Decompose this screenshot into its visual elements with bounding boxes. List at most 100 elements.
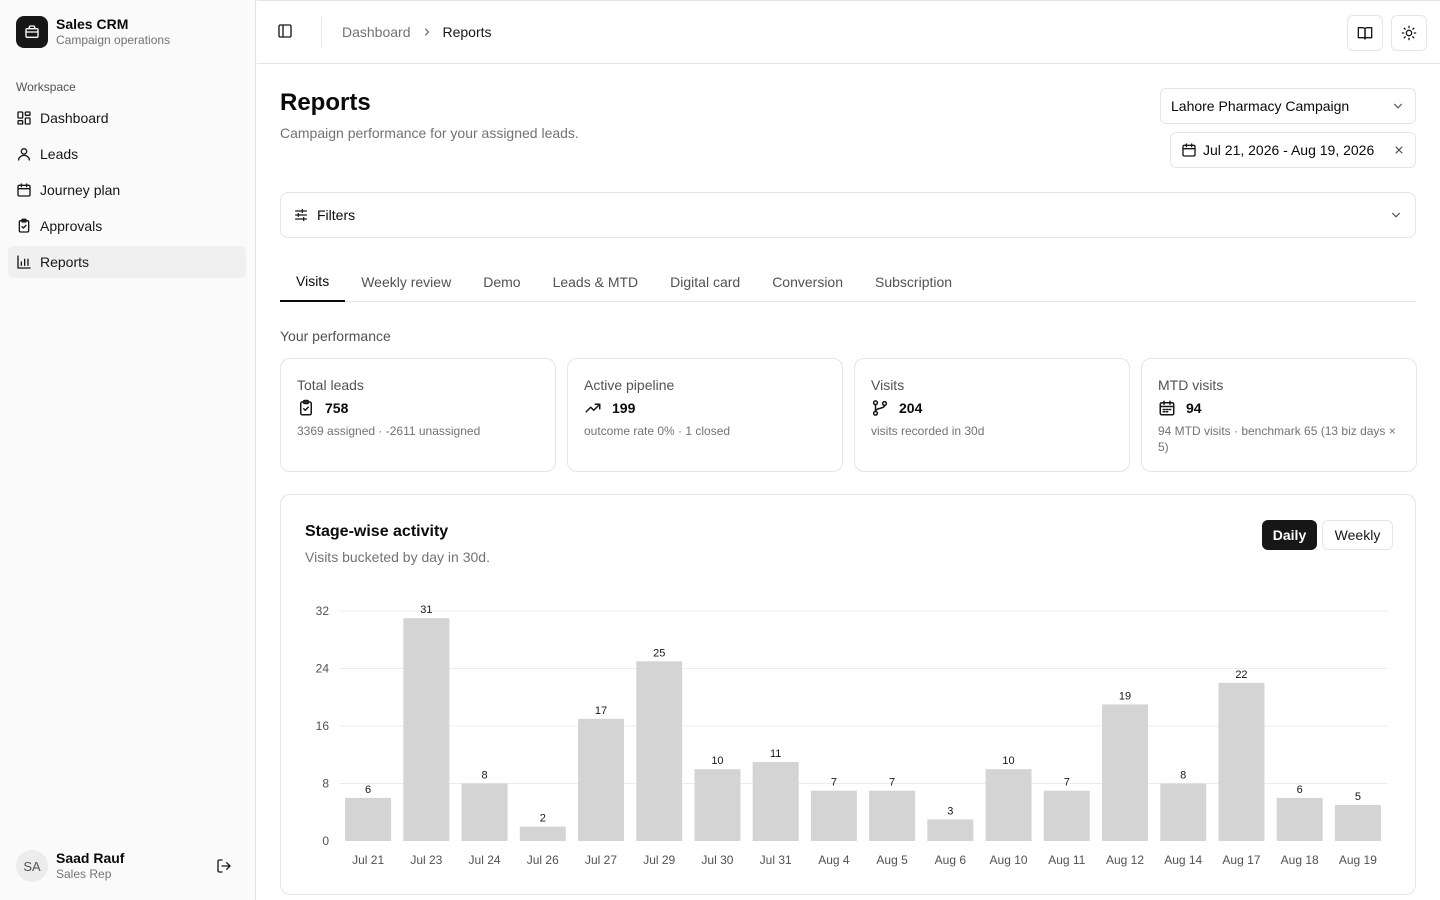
y-tick-label: 0 [322,834,329,848]
sidebar-nav: Dashboard Leads Journey plan Approvals R… [8,102,246,282]
user-icon [16,146,32,162]
chevron-down-icon [1391,99,1405,113]
tab-visits[interactable]: Visits [280,262,346,302]
git-branch-icon [871,399,889,417]
brand[interactable]: Sales CRM Campaign operations [16,16,170,48]
stat-label: Visits [871,377,905,393]
tab-digital-card[interactable]: Digital card [670,274,741,290]
theme-toggle-button[interactable] [1391,15,1427,51]
bar [1102,704,1148,841]
bar [345,797,392,841]
nav-group-label: Workspace [16,80,76,94]
data-label: 6 [1297,784,1303,796]
data-label: 3 [947,805,953,817]
page-title: Reports [280,89,371,116]
breadcrumb: Dashboard Reports [342,24,492,40]
data-label: 8 [1180,770,1186,782]
bar [1160,783,1207,841]
tab-leads-mtd[interactable]: Leads & MTD [552,274,639,290]
breadcrumb-current: Reports [442,24,492,40]
stat-note: 3369 assigned · -2611 unassigned [297,424,481,438]
clear-date-icon[interactable] [1393,144,1405,156]
stat-card-mtd-visits: MTD visits 94 94 MTD visits · benchmark … [1141,358,1417,472]
sidebar-item-journey-plan[interactable]: Journey plan [8,174,246,206]
x-tick-label: Jul 29 [643,853,675,867]
logout-icon[interactable] [212,854,236,878]
tab-weekly-review[interactable]: Weekly review [361,274,452,290]
header-divider [321,17,322,47]
daily-toggle-button[interactable]: Daily [1262,520,1317,550]
user-role: Sales Rep [56,867,112,881]
y-tick-label: 32 [316,604,330,618]
y-tick-label: 16 [316,719,330,733]
y-tick-label: 24 [316,662,330,676]
stat-label: Active pipeline [584,377,675,393]
sidebar-item-label: Journey plan [40,182,121,198]
date-range-picker[interactable]: Jul 21, 2026 - Aug 19, 2026 [1170,132,1416,168]
y-tick-label: 8 [322,777,329,791]
data-label: 10 [1002,755,1014,767]
x-tick-label: Jul 31 [760,853,792,867]
clipboard-check-icon [16,218,32,234]
dashboard-icon [16,110,32,126]
stat-value: 94 [1186,400,1202,416]
x-tick-label: Jul 27 [585,853,617,867]
sun-icon [1401,25,1417,41]
sidebar-item-label: Dashboard [40,110,109,126]
data-label: 6 [365,784,371,796]
stat-value: 758 [325,400,349,416]
stat-note: visits recorded in 30d [871,424,985,438]
data-label: 5 [1355,791,1361,803]
filters-panel-toggle[interactable]: Filters [280,192,1416,238]
campaign-select-value: Lahore Pharmacy Campaign [1171,98,1350,114]
data-label: 7 [889,777,895,789]
data-label: 11 [770,748,781,760]
sidebar-item-leads[interactable]: Leads [8,138,246,170]
trending-up-icon [584,399,602,417]
x-tick-label: Aug 17 [1222,853,1260,867]
data-label: 7 [831,777,837,789]
bar [1218,682,1265,841]
filters-label: Filters [317,207,356,223]
calendar-icon [16,182,32,198]
calendar-icon [1158,399,1176,417]
tab-subscription[interactable]: Subscription [875,274,953,290]
sidebar-item-approvals[interactable]: Approvals [8,210,246,242]
bar [752,761,799,841]
chart-title: Stage-wise activity [305,523,449,540]
sidebar-item-label: Reports [40,254,90,270]
stat-label: Total leads [297,377,364,393]
stat-card-total-leads: Total leads 758 3369 assigned · -2611 un… [280,358,556,472]
weekly-toggle-button[interactable]: Weekly [1322,520,1393,550]
sidebar-item-reports[interactable]: Reports [8,246,246,278]
bar [985,769,1032,841]
sidebar-item-dashboard[interactable]: Dashboard [8,102,246,134]
data-label: 22 [1235,669,1247,681]
stage-activity-card: Stage-wise activity Visits bucketed by d… [280,494,1416,895]
chart-subtitle: Visits bucketed by day in 30d. [305,549,490,565]
bar [869,790,916,841]
campaign-select[interactable]: Lahore Pharmacy Campaign [1160,88,1416,124]
breadcrumb-dashboard[interactable]: Dashboard [342,24,411,40]
performance-cards: Total leads 758 3369 assigned · -2611 un… [280,358,1417,472]
data-label: 19 [1119,690,1131,702]
x-tick-label: Aug 18 [1281,853,1319,867]
bar [1276,797,1323,841]
stat-note: 94 MTD visits · benchmark 65 (13 biz day… [1158,424,1396,454]
tab-conversion[interactable]: Conversion [772,274,844,290]
tab-demo[interactable]: Demo [483,274,521,290]
sidebar: Sales CRM Campaign operations Workspace … [0,0,256,900]
x-tick-label: Jul 21 [352,853,384,867]
docs-button[interactable] [1347,15,1383,51]
sidebar-toggle-icon[interactable] [273,19,297,43]
data-label: 31 [420,604,432,616]
chevron-down-icon [1389,208,1403,222]
x-tick-label: Aug 19 [1339,853,1377,867]
stat-value: 199 [612,400,636,416]
bar [519,826,566,841]
page-subtitle: Campaign performance for your assigned l… [280,125,579,141]
avatar[interactable]: SA [16,850,48,882]
bar [461,783,508,841]
date-range-value: Jul 21, 2026 - Aug 19, 2026 [1203,142,1375,158]
bar [578,718,624,841]
